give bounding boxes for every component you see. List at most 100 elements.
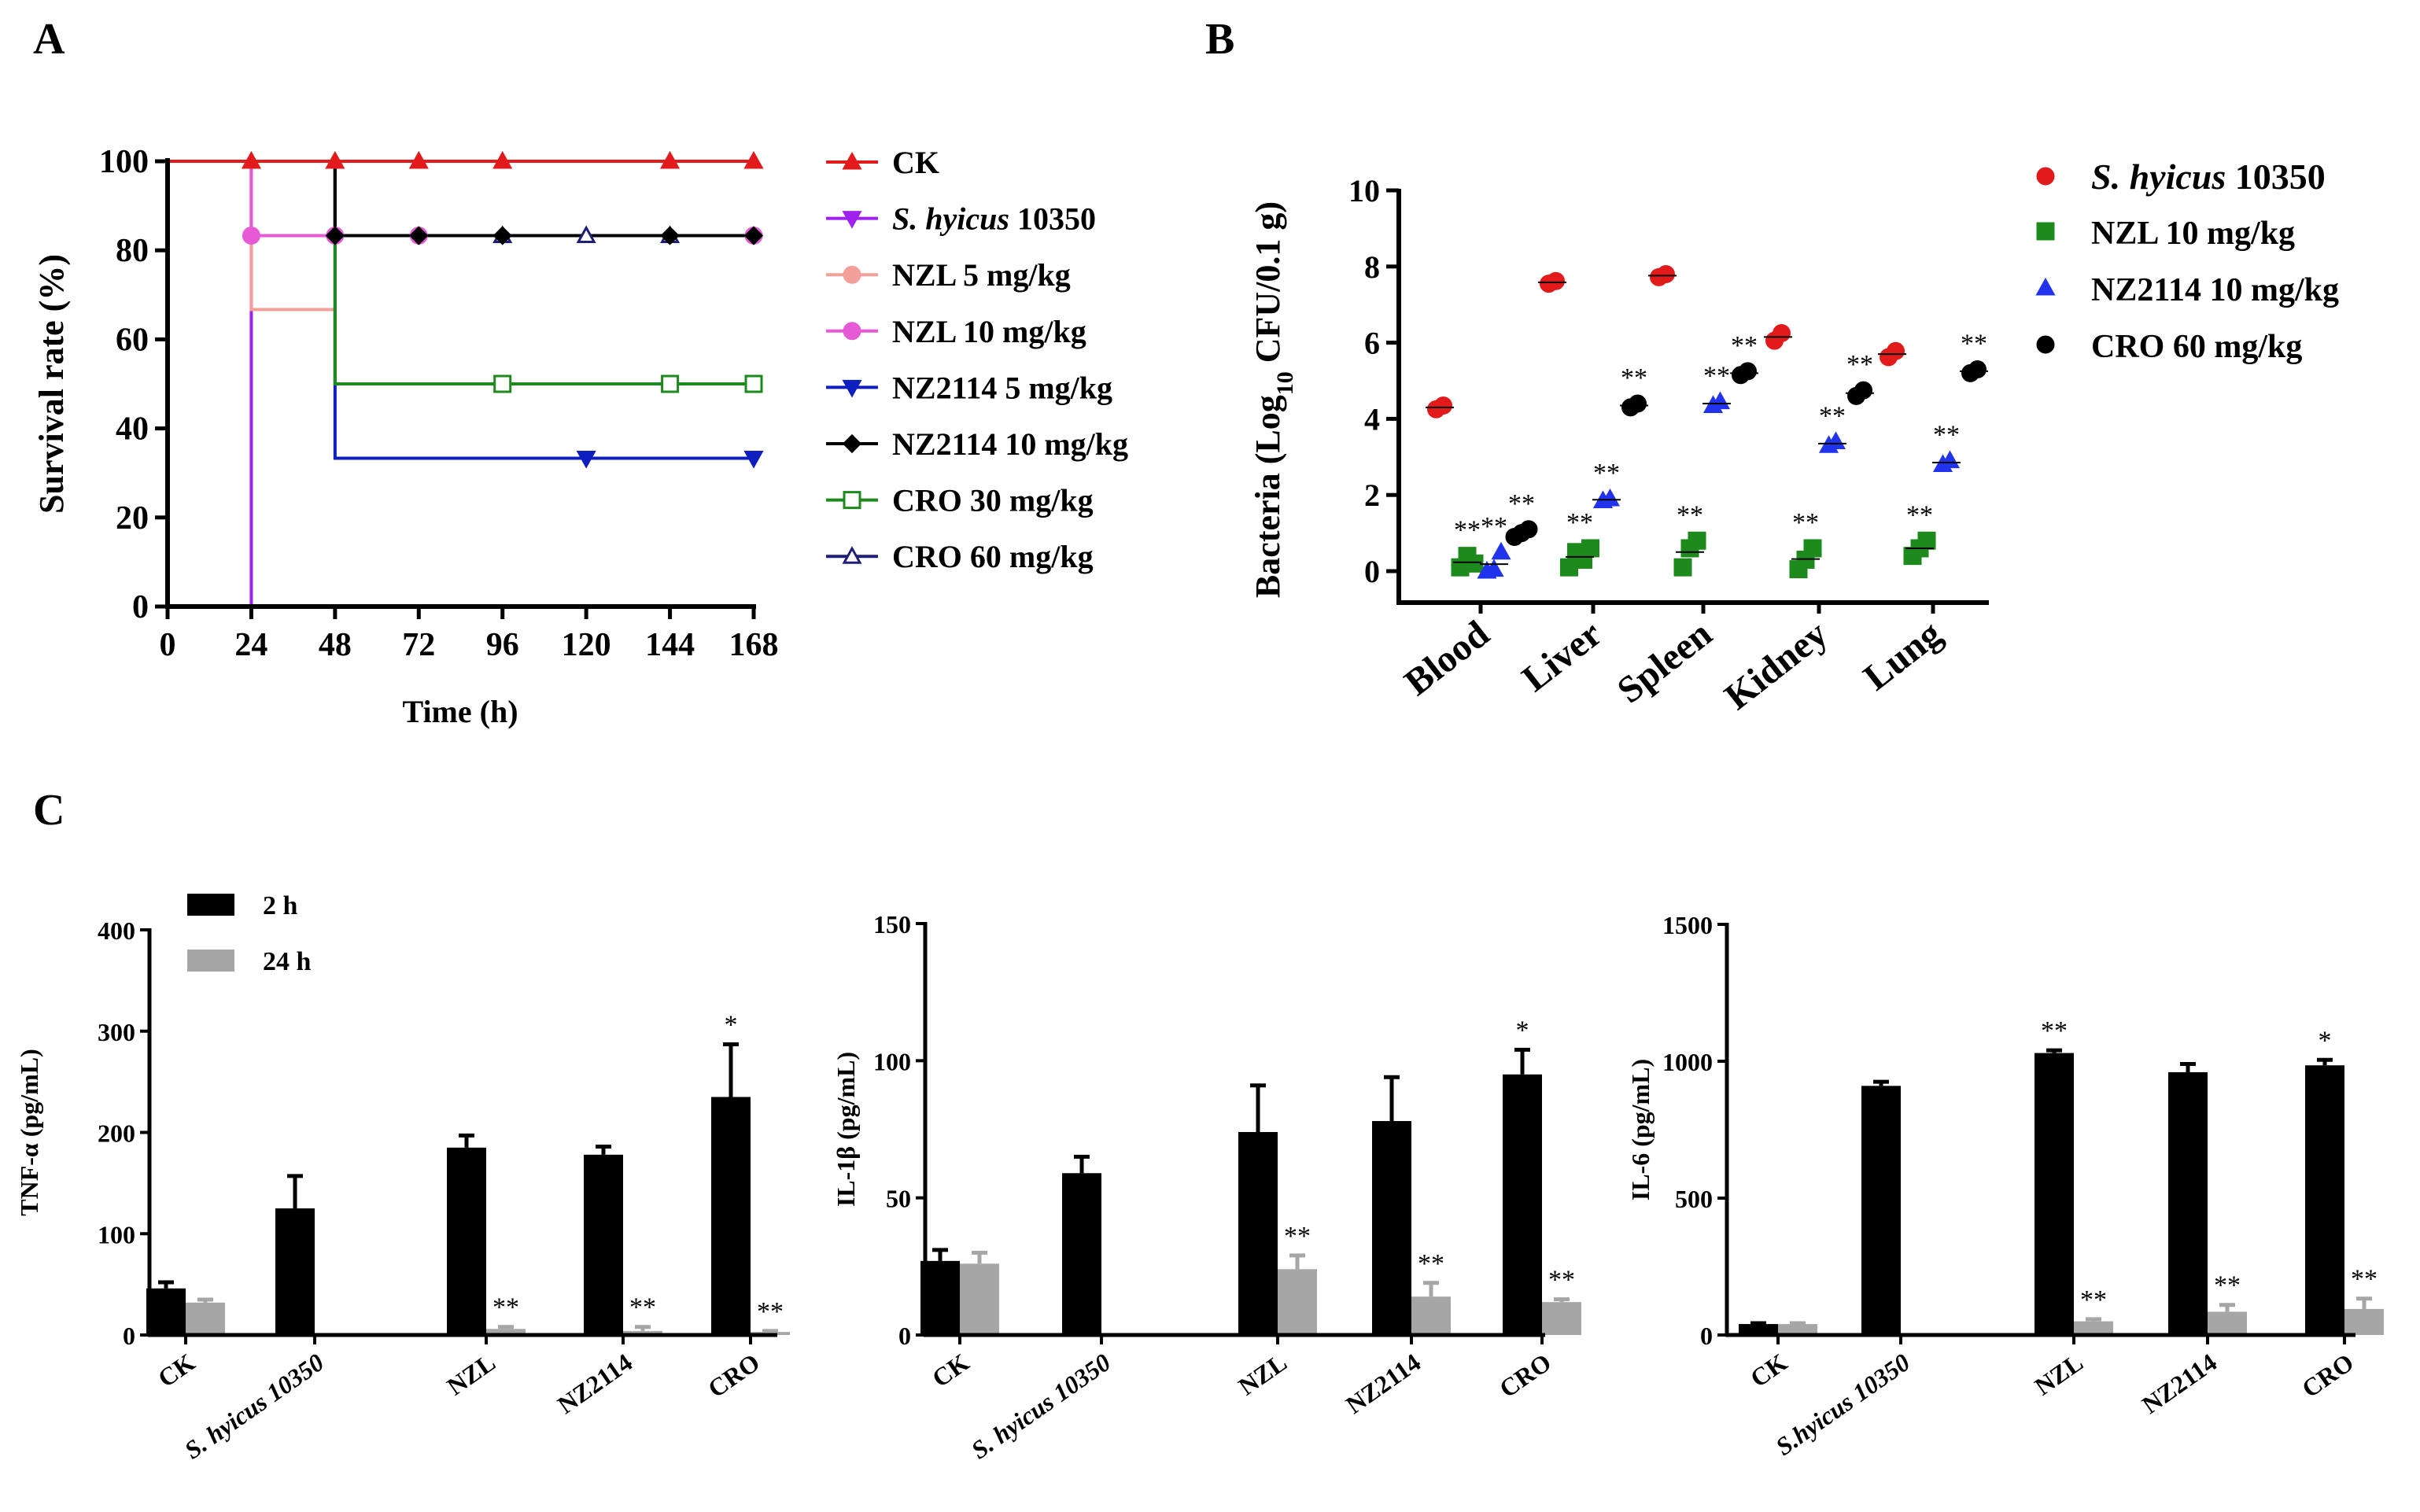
category-label-text: NZL xyxy=(1233,1348,1292,1400)
survival-marker xyxy=(408,150,429,169)
bar xyxy=(623,1330,662,1335)
bacteria-point xyxy=(1673,558,1692,577)
category-label: Blood xyxy=(1397,613,1497,704)
y-tick-label: 100 xyxy=(98,1220,135,1248)
y-tick-label: 0 xyxy=(898,1322,911,1350)
category-label: NZ2114 xyxy=(552,1348,637,1419)
legend-label: CRO 30 mg/kg xyxy=(892,483,1094,518)
category-label-text: CRO xyxy=(703,1348,765,1403)
bacteria-point xyxy=(1581,539,1599,558)
legend-label: NZL 10 mg/kg xyxy=(892,314,1086,349)
bar xyxy=(186,1302,225,1335)
bacteria-point xyxy=(1547,271,1565,290)
significance-mark: ** xyxy=(2351,1265,2378,1294)
survival-marker xyxy=(576,225,596,244)
y-tick-label: 0 xyxy=(1700,1322,1713,1350)
category-label: Lung xyxy=(1856,613,1950,699)
legend-label-name: NZ2114 10 mg/kg xyxy=(892,426,1128,462)
y-tick-label: 40 xyxy=(116,411,149,448)
legend-label: NZ2114 10 mg/kg xyxy=(892,426,1128,462)
legend-marker xyxy=(2036,222,2055,241)
category-label-text: CRO xyxy=(1494,1348,1556,1403)
x-tick-label: 0 xyxy=(160,627,176,663)
legend-label-name: NZ2114 10 mg/kg xyxy=(2091,272,2339,308)
significance-mark: ** xyxy=(1508,489,1535,518)
category-label: NZL xyxy=(2029,1348,2088,1400)
significance-mark: ** xyxy=(1454,516,1481,545)
survival-marker xyxy=(242,227,260,245)
bacteria-point xyxy=(1710,391,1731,410)
category-label: S. hyicus 10350 xyxy=(179,1348,329,1464)
y-tick-label: 200 xyxy=(98,1119,135,1148)
category-label-text: NZ2114 xyxy=(552,1348,637,1419)
y-tick-label: 4 xyxy=(1364,401,1380,437)
bacteria-point xyxy=(1688,531,1706,550)
survival-marker xyxy=(744,374,763,393)
legend-label-italic: S. hyicus xyxy=(892,201,1009,237)
survival-marker xyxy=(743,451,764,469)
bacteria-point xyxy=(1887,341,1905,360)
bacteria-point xyxy=(1629,394,1647,413)
category-label-text: NZL xyxy=(441,1348,500,1400)
category-label: Spleen xyxy=(1610,613,1720,712)
bacteria-point xyxy=(1968,360,1987,378)
bar xyxy=(711,1097,751,1335)
legend-label: NZ2114 10 mg/kg xyxy=(2091,272,2339,308)
y-tick-label: 60 xyxy=(116,322,149,358)
bar xyxy=(2208,1311,2247,1335)
legend-label: NZ2114 5 mg/kg xyxy=(892,370,1112,405)
significance-mark: ** xyxy=(1846,350,1873,379)
legend-label: 24 h xyxy=(263,947,312,976)
y-axis-label-end: CFU/0.1 g) xyxy=(1249,201,1287,371)
bar xyxy=(447,1147,486,1335)
x-tick-label: 72 xyxy=(402,627,435,663)
legend-label-name: NZL 5 mg/kg xyxy=(892,257,1071,293)
bar xyxy=(2074,1321,2113,1335)
y-tick-label: 8 xyxy=(1364,249,1380,285)
bacteria-point xyxy=(1599,488,1621,507)
legend-marker xyxy=(843,265,861,284)
bar xyxy=(1739,1324,1778,1335)
significance-mark: ** xyxy=(1906,500,1933,529)
y-axis-label-sub: 10 xyxy=(1272,371,1298,395)
y-axis-label: Survival rate (%) xyxy=(32,254,71,514)
survival-line-7 xyxy=(168,160,754,238)
legend-label-name: CRO 60 mg/kg xyxy=(2091,329,2302,365)
survival-chart: 0 20 40 60 80 100 0 24 48 72 96 120 144 168 Time (h) Su… xyxy=(32,144,1128,729)
significance-mark: ** xyxy=(629,1293,656,1322)
legend-marker xyxy=(842,151,862,170)
category-label: CRO xyxy=(2296,1348,2359,1403)
y-tick-label: 0 xyxy=(123,1322,135,1350)
y-tick-label: 80 xyxy=(116,233,149,269)
y-axis-label: Bacteria (Log10 CFU/0.1 g) xyxy=(1249,201,1298,598)
legend-marker xyxy=(843,491,861,510)
significance-mark: ** xyxy=(1418,1249,1444,1278)
legend-label-suffix: 10350 xyxy=(2226,157,2326,197)
bar xyxy=(1238,1131,1278,1335)
category-label: NZ2114 xyxy=(2137,1348,2222,1419)
x-tick-label: 144 xyxy=(645,627,695,663)
bacteria-chart: ** ** ** ** **********************0246810Blo… xyxy=(1249,157,2339,718)
bacteria-point xyxy=(1773,324,1791,342)
y-tick-label: 150 xyxy=(873,910,911,939)
category-label: Kidney xyxy=(1717,613,1835,718)
bacteria-point xyxy=(1917,531,1936,550)
y-tick-label: 50 xyxy=(886,1185,911,1213)
legend-label: NZL 5 mg/kg xyxy=(892,257,1071,293)
legend-marker xyxy=(2036,167,2055,186)
bar xyxy=(1861,1086,1901,1335)
category-label: S.hyicus 10350 xyxy=(1770,1348,1915,1461)
bar xyxy=(584,1154,623,1335)
y-tick-label: 300 xyxy=(98,1018,135,1046)
category-label-text: NZ2114 xyxy=(2137,1348,2222,1419)
survival-marker xyxy=(743,226,764,245)
legend-label-name: CRO 60 mg/kg xyxy=(892,539,1094,574)
bacteria-point xyxy=(1519,520,1538,539)
x-tick-label: 96 xyxy=(486,627,519,663)
panel-label-c: C xyxy=(33,786,65,835)
legend-label-name: CRO 30 mg/kg xyxy=(892,483,1094,518)
significance-mark: ** xyxy=(1819,401,1846,430)
legend-swatch xyxy=(187,950,234,972)
survival-marker xyxy=(660,226,680,245)
